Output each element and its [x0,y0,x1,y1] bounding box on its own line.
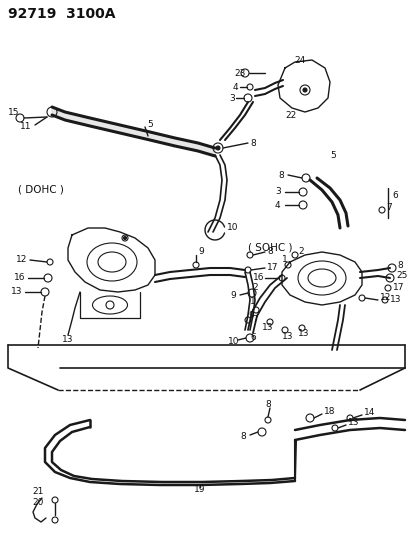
Text: 3: 3 [228,93,234,102]
Text: 13: 13 [297,329,309,338]
Text: 11: 11 [20,122,31,131]
Text: 1: 1 [249,297,255,306]
Circle shape [302,88,306,92]
Text: 8: 8 [249,139,255,148]
Text: 13: 13 [347,418,358,427]
Text: 92719  3100A: 92719 3100A [8,7,115,21]
Text: 25: 25 [395,271,406,280]
Text: 9: 9 [230,290,235,300]
Text: 4: 4 [274,200,280,209]
Text: ( DOHC ): ( DOHC ) [18,185,64,195]
Text: 6: 6 [391,190,397,199]
Text: 12: 12 [379,294,390,303]
Polygon shape [52,107,214,156]
Text: 10: 10 [226,223,238,232]
Text: 7: 7 [252,316,257,325]
Text: 17: 17 [392,282,404,292]
Text: 15: 15 [8,108,19,117]
Text: 22: 22 [284,110,296,119]
Circle shape [123,237,126,239]
Text: 13: 13 [261,324,273,333]
Polygon shape [277,60,329,112]
Text: 12: 12 [16,255,27,264]
Text: 2: 2 [252,284,257,293]
Polygon shape [281,252,361,305]
Text: 13: 13 [389,295,401,303]
Text: 14: 14 [363,408,375,417]
Text: 13: 13 [11,287,22,296]
Text: 23: 23 [233,69,245,77]
Text: 10: 10 [228,337,239,346]
Text: 3: 3 [274,188,280,197]
Text: 1: 1 [281,255,287,264]
Text: 8: 8 [266,246,272,255]
Text: 5: 5 [329,150,335,159]
Text: 5: 5 [147,119,152,128]
Text: 8: 8 [240,432,245,441]
Text: 16: 16 [14,273,26,282]
Text: 18: 18 [323,408,335,416]
Text: 8: 8 [396,261,402,270]
Text: 2: 2 [297,247,303,256]
Text: 9: 9 [197,247,203,256]
Text: 19: 19 [194,486,205,495]
Text: 17: 17 [266,262,278,271]
Text: 4: 4 [233,83,238,92]
Text: 7: 7 [385,203,391,212]
Text: 13: 13 [62,335,74,344]
Text: 20: 20 [32,498,43,507]
Text: 9: 9 [247,311,253,319]
Text: 21: 21 [32,488,43,497]
Text: 8: 8 [264,400,270,409]
Text: 8: 8 [277,171,283,180]
Text: 13: 13 [281,333,293,342]
Text: ( SOHC ): ( SOHC ) [247,243,292,253]
Text: 24: 24 [293,55,304,64]
Text: 16: 16 [252,273,264,282]
Polygon shape [68,228,154,292]
Circle shape [216,146,219,150]
Text: 6: 6 [249,334,255,343]
